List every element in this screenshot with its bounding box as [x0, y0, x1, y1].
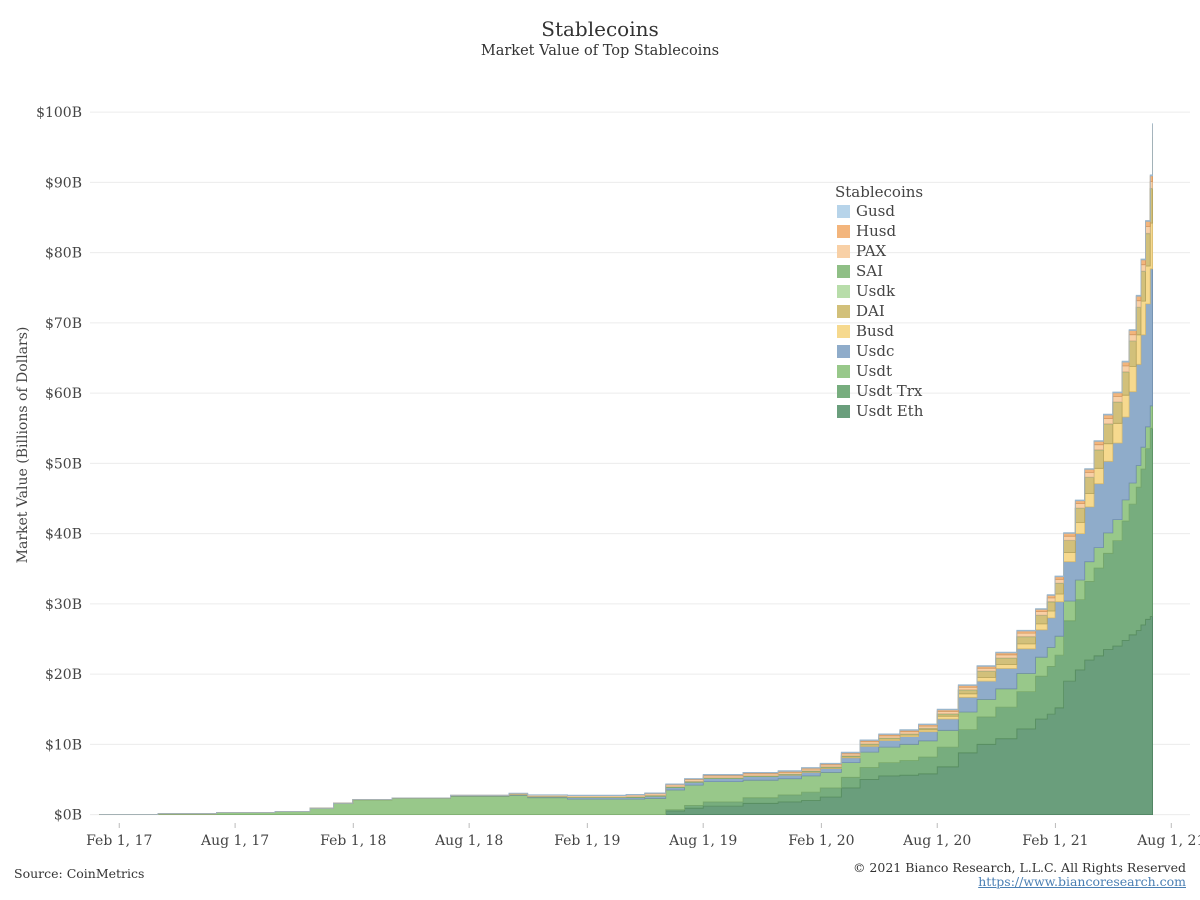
area-series-layer	[99, 123, 1153, 815]
legend-items: Gusd Husd PAX SAI Usdk DAI Busd Usdc Usdt Usdt Tr…	[837, 202, 924, 420]
legend-swatch	[837, 325, 850, 338]
legend-swatch	[837, 225, 850, 238]
y-tick-label: $90B	[45, 175, 82, 191]
legend-item: Usdk	[837, 282, 896, 300]
chart-subtitle: Market Value of Top Stablecoins	[480, 43, 720, 59]
x-tick-label: Aug 1, 17	[200, 833, 269, 849]
legend: Stablecoins Gusd Husd PAX SAI Usdk DAI Busd Usd…	[835, 183, 924, 420]
legend-label: Usdc	[856, 342, 894, 360]
y-tick-label: $10B	[45, 737, 82, 753]
legend-label: PAX	[856, 242, 887, 260]
y-tick-label: $0B	[54, 808, 82, 824]
x-tick-label: Feb 1, 17	[86, 833, 152, 849]
y-tick-label: $50B	[45, 456, 82, 472]
source-note: Source: CoinMetrics	[14, 866, 145, 881]
y-tick-label: $60B	[45, 386, 82, 402]
legend-label: Usdk	[856, 282, 896, 300]
y-tick-label: $20B	[45, 667, 82, 683]
chart-title: Stablecoins	[541, 17, 659, 41]
legend-swatch	[837, 345, 850, 358]
y-tick-label: $70B	[45, 316, 82, 332]
legend-swatch	[837, 305, 850, 318]
legend-item: Usdc	[837, 342, 894, 360]
legend-item: Husd	[837, 222, 896, 240]
legend-label: Usdt Trx	[856, 382, 923, 400]
x-tick-label: Feb 1, 18	[320, 833, 386, 849]
legend-swatch	[837, 205, 850, 218]
legend-swatch	[837, 385, 850, 398]
legend-item: Usdt Eth	[837, 402, 924, 420]
x-tick-label: Feb 1, 19	[554, 833, 620, 849]
y-tick-label: $100B	[36, 105, 82, 121]
x-axis-ticks: Feb 1, 17 Aug 1, 17 Feb 1, 18 Aug 1, 18 Feb …	[86, 823, 1200, 849]
x-tick-label: Aug 1, 20	[902, 833, 971, 849]
x-tick-label: Feb 1, 20	[788, 833, 854, 849]
x-tick-label: Feb 1, 21	[1022, 833, 1088, 849]
x-tick-label: Aug 1, 21	[1136, 833, 1200, 849]
area-series-gusd	[99, 123, 1153, 815]
legend-item: Usdt	[837, 362, 892, 380]
legend-title: Stablecoins	[835, 183, 923, 201]
legend-item: PAX	[837, 242, 887, 260]
legend-item: Gusd	[837, 202, 895, 220]
legend-swatch	[837, 245, 850, 258]
legend-label: DAI	[856, 302, 885, 320]
legend-swatch	[837, 405, 850, 418]
legend-label: Usdt	[856, 362, 892, 380]
legend-label: Husd	[856, 222, 896, 240]
legend-label: Usdt Eth	[856, 402, 924, 420]
legend-item: Busd	[837, 322, 894, 340]
y-axis-ticks: $0B $10B $20B $30B $40B $50B $60B $70B $80B $90B $…	[36, 105, 82, 823]
x-tick-label: Aug 1, 18	[434, 833, 503, 849]
y-tick-label: $80B	[45, 246, 82, 262]
website-link[interactable]: https://www.biancoresearch.com	[978, 874, 1186, 889]
legend-label: Gusd	[856, 202, 895, 220]
legend-swatch	[837, 265, 850, 278]
legend-label: Busd	[856, 322, 894, 340]
legend-item: DAI	[837, 302, 885, 320]
y-tick-label: $30B	[45, 597, 82, 613]
legend-label: SAI	[856, 262, 883, 280]
legend-swatch	[837, 365, 850, 378]
legend-item: SAI	[837, 262, 883, 280]
legend-swatch	[837, 285, 850, 298]
copyright-notice: © 2021 Bianco Research, L.L.C. All Right…	[852, 860, 1186, 875]
x-tick-label: Aug 1, 19	[668, 833, 737, 849]
legend-item: Usdt Trx	[837, 382, 923, 400]
y-axis-title: Market Value (Billions of Dollars)	[15, 327, 31, 564]
y-tick-label: $40B	[45, 527, 82, 543]
